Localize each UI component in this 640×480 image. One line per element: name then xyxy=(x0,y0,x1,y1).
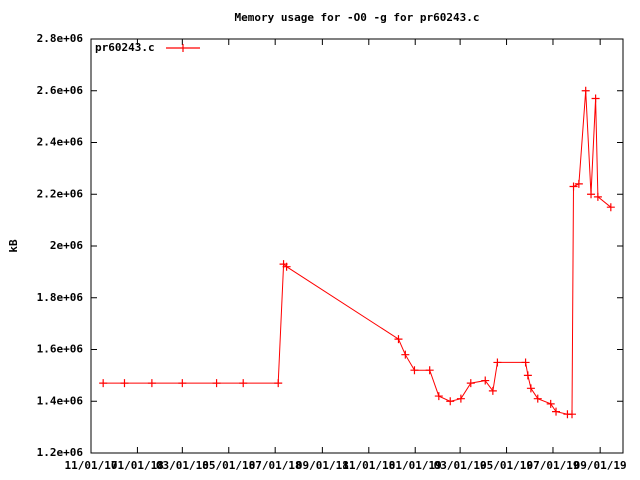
point-marker xyxy=(394,335,403,344)
x-tick-label: 11/01/17 xyxy=(65,459,118,472)
plot-frame xyxy=(90,38,624,454)
legend-swatch xyxy=(166,44,200,52)
point-marker xyxy=(569,182,578,191)
point-marker xyxy=(581,86,590,95)
point-marker xyxy=(591,94,600,103)
x-tick-label: 07/01/19 xyxy=(526,459,579,472)
point-marker xyxy=(493,358,502,367)
point-marker xyxy=(425,366,434,375)
point-marker xyxy=(521,358,530,367)
point-marker xyxy=(546,399,555,408)
chart-title: Memory usage for -O0 -g for pr60243.c xyxy=(234,11,479,24)
point-marker xyxy=(401,350,410,359)
y-tick-label: 2.8e+06 xyxy=(37,32,84,45)
x-tick-label: 09/01/19 xyxy=(574,459,627,472)
point-marker xyxy=(574,179,583,188)
series-line xyxy=(103,90,612,415)
y-axis-label: kB xyxy=(7,239,20,253)
point-marker xyxy=(99,379,108,388)
x-tick-label: 11/01/18 xyxy=(342,459,395,472)
x-tick-label: 05/01/18 xyxy=(202,459,255,472)
y-tick-label: 1.8e+06 xyxy=(37,291,84,304)
point-marker xyxy=(274,379,283,388)
point-marker xyxy=(147,379,156,388)
point-marker xyxy=(606,203,615,212)
point-marker xyxy=(434,392,443,401)
point-marker xyxy=(488,386,497,395)
point-marker xyxy=(481,376,490,385)
y-tick-label: 2.6e+06 xyxy=(37,84,84,97)
x-tick-label: 01/01/18 xyxy=(111,459,164,472)
y-tick-label: 1.4e+06 xyxy=(37,394,84,407)
x-tick-label: 01/01/19 xyxy=(389,459,442,472)
x-tick-label: 05/01/19 xyxy=(480,459,533,472)
point-marker xyxy=(446,397,455,406)
point-marker xyxy=(533,394,542,403)
point-marker xyxy=(593,192,602,201)
x-tick-label: 07/01/18 xyxy=(249,459,302,472)
point-marker xyxy=(456,394,465,403)
point-marker xyxy=(587,190,596,199)
point-marker xyxy=(282,262,291,271)
x-tick-label: 03/01/18 xyxy=(156,459,209,472)
point-marker xyxy=(466,379,475,388)
legend-label: pr60243.c xyxy=(95,41,155,54)
y-tick-label: 1.2e+06 xyxy=(37,446,84,459)
point-marker xyxy=(212,379,221,388)
y-tick-label: 2e+06 xyxy=(50,239,83,252)
point-marker xyxy=(239,379,248,388)
point-marker xyxy=(410,366,419,375)
point-marker xyxy=(568,410,577,419)
point-marker xyxy=(178,379,187,388)
point-marker xyxy=(552,407,561,416)
x-tick-label: 09/01/18 xyxy=(296,459,349,472)
y-tick-label: 2.4e+06 xyxy=(37,136,84,149)
y-tick-label: 2.2e+06 xyxy=(37,187,84,200)
y-tick-label: 1.6e+06 xyxy=(37,343,84,356)
point-marker xyxy=(526,384,535,393)
point-marker xyxy=(523,371,532,380)
point-marker xyxy=(120,379,129,388)
x-tick-label: 03/01/19 xyxy=(434,459,487,472)
